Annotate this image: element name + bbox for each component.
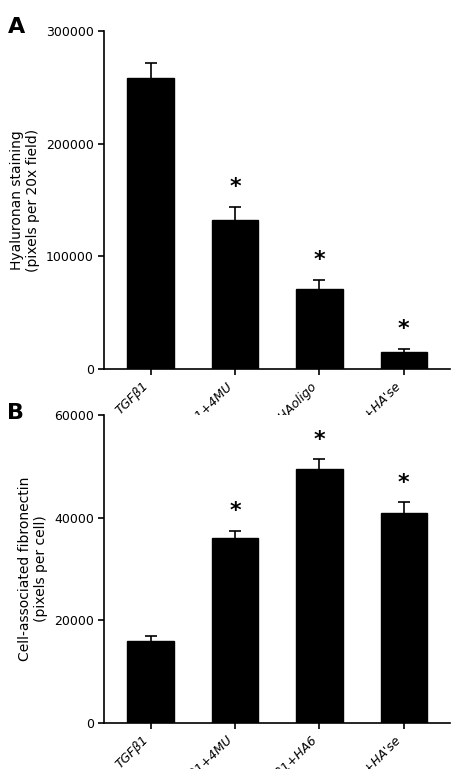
Bar bbox=[381, 513, 427, 723]
Bar bbox=[212, 220, 258, 369]
Bar bbox=[128, 78, 174, 369]
Bar bbox=[128, 641, 174, 723]
Text: *: * bbox=[314, 430, 325, 450]
Text: A: A bbox=[8, 17, 25, 37]
Text: *: * bbox=[398, 318, 410, 338]
Text: *: * bbox=[314, 250, 325, 270]
Y-axis label: Hyaluronan staining
(pixels per 20x field): Hyaluronan staining (pixels per 20x fiel… bbox=[10, 128, 40, 271]
Text: *: * bbox=[229, 501, 241, 521]
Bar bbox=[296, 469, 343, 723]
Text: B: B bbox=[8, 403, 24, 423]
Bar bbox=[296, 289, 343, 369]
Text: *: * bbox=[229, 177, 241, 197]
Bar bbox=[212, 538, 258, 723]
Y-axis label: Cell-associated fibronectin
(pixels per cell): Cell-associated fibronectin (pixels per … bbox=[18, 477, 48, 661]
Bar bbox=[381, 352, 427, 369]
Text: *: * bbox=[398, 473, 410, 493]
